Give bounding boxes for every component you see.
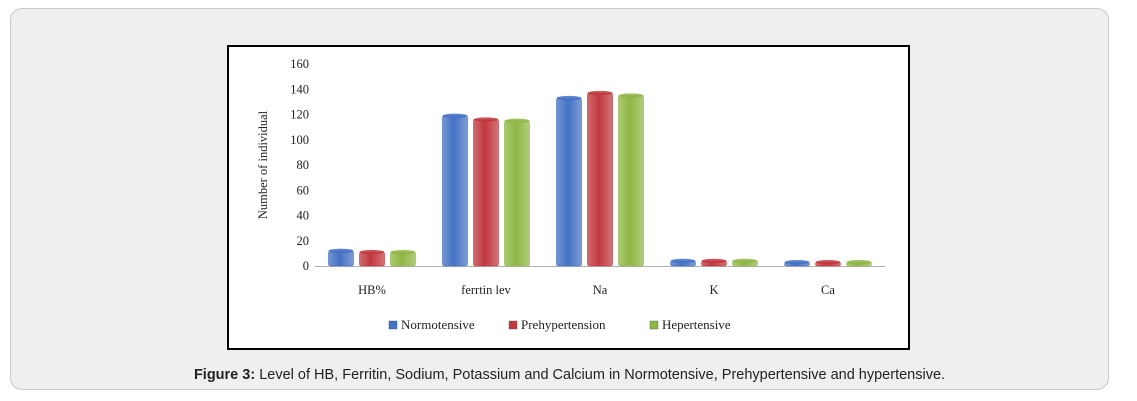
bar-top-cap xyxy=(359,249,385,255)
x-tick-label: K xyxy=(709,283,718,297)
y-axis-label: Number of individual xyxy=(256,110,270,219)
y-tick-label: 0 xyxy=(303,259,309,273)
y-tick-label: 40 xyxy=(297,209,310,223)
figure-card: 0 20 40 60 80 100 120 140 160 Number of individua… xyxy=(10,8,1109,390)
legend-label: Hepertensive xyxy=(662,317,731,332)
y-tick-label: 20 xyxy=(297,234,310,248)
y-tick-label: 100 xyxy=(290,133,309,147)
bar-prehypertension xyxy=(473,119,499,267)
figure-caption: Figure 3: Level of HB, Ferritin, Sodium,… xyxy=(11,367,1128,383)
chart-frame: 0 20 40 60 80 100 120 140 160 Number of individua… xyxy=(227,45,910,350)
bar-top-cap xyxy=(846,260,872,265)
bar-normotensive xyxy=(328,250,354,267)
bar-hepertensive xyxy=(504,120,530,267)
y-tick-label: 80 xyxy=(297,158,310,172)
bar-top-cap xyxy=(618,93,644,98)
bar-top-cap xyxy=(670,258,696,264)
x-tick-label: HB% xyxy=(358,283,386,297)
caption-text: Level of HB, Ferritin, Sodium, Potassium… xyxy=(259,367,946,383)
bar-chart: 0 20 40 60 80 100 120 140 160 Number of individua… xyxy=(256,57,885,332)
bar-prehypertension xyxy=(587,92,613,267)
legend-label: Prehypertension xyxy=(521,317,606,332)
x-tick-label: ferrtin lev xyxy=(461,283,511,297)
bar-top-cap xyxy=(328,248,354,254)
bar-top-cap xyxy=(390,249,416,255)
y-tick-label: 120 xyxy=(290,108,309,122)
bar-top-cap xyxy=(442,113,468,118)
bar-top-cap xyxy=(784,260,810,265)
bar-hepertensive xyxy=(618,95,644,267)
bar-top-cap xyxy=(701,258,727,264)
caption-label: Figure 3: xyxy=(193,367,256,383)
y-tick-label: 140 xyxy=(290,82,309,96)
bar-top-cap xyxy=(556,95,582,101)
y-tick-label: 60 xyxy=(297,183,310,197)
bar-top-cap xyxy=(815,260,841,265)
legend-swatch xyxy=(649,320,659,330)
y-tick-label: 160 xyxy=(290,57,309,71)
bar-top-cap xyxy=(473,117,499,122)
bar-normotensive xyxy=(556,97,582,267)
x-tick-label: Na xyxy=(593,283,608,297)
legend-swatch xyxy=(508,320,518,330)
x-tick-label: Ca xyxy=(821,283,835,297)
bar-top-cap xyxy=(587,90,613,96)
bar-top-cap xyxy=(732,258,758,264)
bar-normotensive xyxy=(442,115,468,267)
bar-top-cap xyxy=(504,118,530,124)
legend-label: Normotensive xyxy=(401,317,475,332)
legend-swatch xyxy=(388,320,398,330)
